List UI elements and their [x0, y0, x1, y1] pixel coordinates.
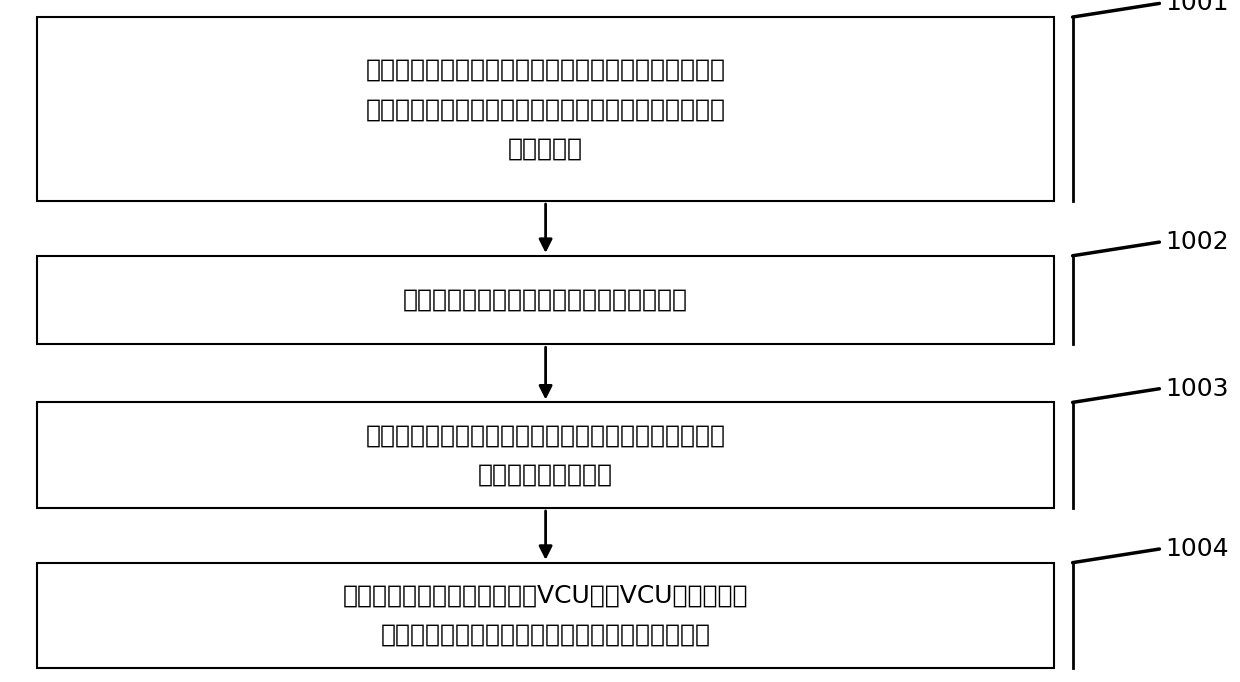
Text: 根据枪头类型，获取车辆接收到的状态信号: 根据枪头类型，获取车辆接收到的状态信号 [403, 288, 688, 312]
Bar [37, 17, 1054, 201]
Text: 1003: 1003 [1166, 376, 1229, 401]
Text: 当状态信号满足枪头类型的工作状态时，产生与枪头类
型相对应的唤醒信号: 当状态信号满足枪头类型的工作状态时，产生与枪头类 型相对应的唤醒信号 [366, 424, 725, 487]
Bar [37, 256, 1054, 344]
Text: 1004: 1004 [1166, 537, 1229, 561]
Bar [37, 563, 1054, 668]
Text: 获取插入车辆的快充座上的充电枪的枪头类型，其中枪
头类型包括：直流快充枪头、车对外供电枪头以及交流
充放电枪头: 获取插入车辆的快充座上的充电枪的枪头类型，其中枪 头类型包括：直流快充枪头、车对… [366, 58, 725, 160]
Text: 1002: 1002 [1166, 230, 1229, 254]
Text: 1001: 1001 [1166, 0, 1229, 16]
Bar [37, 402, 1054, 508]
Text: 将唤醒信号发送至整车控制器VCU，使VCU上电并控制
车辆进入与充电枪的枪头类型相对应的充放电模式: 将唤醒信号发送至整车控制器VCU，使VCU上电并控制 车辆进入与充电枪的枪头类型… [342, 584, 749, 647]
